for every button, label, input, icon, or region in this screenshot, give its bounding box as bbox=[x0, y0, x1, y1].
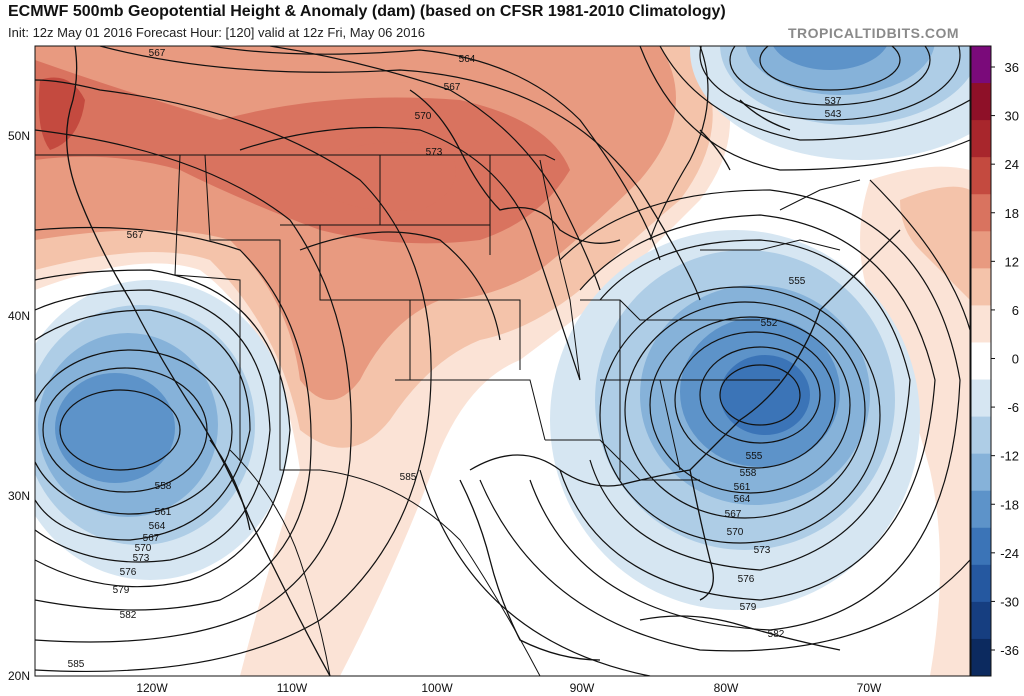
colorbar-frame bbox=[970, 45, 992, 677]
colorbar-tick-label: 18 bbox=[1005, 206, 1019, 221]
contour-label: 579 bbox=[740, 602, 757, 613]
contour-label: 570 bbox=[415, 111, 432, 122]
contour-label: 567 bbox=[444, 82, 461, 93]
map-frame bbox=[34, 45, 971, 677]
colorbar-segment bbox=[971, 453, 991, 492]
colorbar-tick-label: -36 bbox=[1000, 643, 1019, 658]
contour-label: 537 bbox=[825, 96, 842, 107]
colorbar-segment bbox=[971, 120, 991, 158]
contour-label: 573 bbox=[754, 545, 771, 556]
chart-subtitle: Init: 12z May 01 2016 Forecast Hour: [12… bbox=[8, 25, 425, 40]
contour-label: 564 bbox=[459, 54, 476, 65]
colorbar-segment bbox=[971, 527, 991, 566]
state-boundaries bbox=[35, 154, 861, 676]
lon-label: 120W bbox=[136, 681, 168, 695]
watermark: TROPICALTIDBITS.COM bbox=[788, 25, 960, 41]
colorbar-segment bbox=[971, 305, 991, 343]
contour-label: 567 bbox=[143, 533, 160, 544]
contour-label: 558 bbox=[155, 481, 172, 492]
contour-label: 576 bbox=[120, 567, 137, 578]
colorbar-segment bbox=[971, 83, 991, 121]
contour-label: 561 bbox=[734, 482, 751, 493]
contour-label: 567 bbox=[149, 48, 166, 59]
colorbar-tick-label: 30 bbox=[1005, 109, 1019, 124]
colorbar-tick-label: 36 bbox=[1005, 60, 1019, 75]
lon-label: 90W bbox=[570, 681, 595, 695]
colorbar-segment bbox=[971, 564, 991, 603]
contour-label: 561 bbox=[155, 507, 172, 518]
lat-label: 20N bbox=[8, 669, 30, 683]
contour-label: 585 bbox=[68, 659, 85, 670]
contour-label: 582 bbox=[120, 610, 137, 621]
colorbar-segment bbox=[971, 490, 991, 529]
colorbar-tick-label: -6 bbox=[1007, 400, 1019, 415]
contour-label: 579 bbox=[113, 585, 130, 596]
colorbar-segment bbox=[971, 638, 991, 677]
contour-label: 582 bbox=[768, 629, 785, 640]
colorbar-segment bbox=[971, 157, 991, 195]
lat-label: 40N bbox=[8, 309, 30, 323]
colorbar-segment bbox=[971, 268, 991, 306]
lat-label: 30N bbox=[8, 489, 30, 503]
contour-label: 564 bbox=[734, 494, 751, 505]
colorbar-tick-label: -18 bbox=[1000, 497, 1019, 512]
colorbar-tick-label: 0 bbox=[1012, 352, 1019, 367]
height-contours bbox=[35, 46, 970, 676]
colorbar-segment bbox=[971, 379, 991, 418]
contour-label: 585 bbox=[400, 472, 417, 483]
colorbar-segment bbox=[971, 231, 991, 269]
contour-label: 573 bbox=[133, 553, 150, 564]
latitude-labels: 50N 40N 30N 20N bbox=[8, 129, 30, 683]
colorbar-segment bbox=[971, 194, 991, 232]
contour-label: 564 bbox=[149, 521, 166, 532]
colorbar-segment bbox=[971, 416, 991, 455]
longitude-labels: 120W 110W 100W 90W 80W 70W bbox=[136, 681, 882, 695]
colorbar: 36 30 24 18 12 6 0 -6 -12 -18 -24 -30 -36 bbox=[970, 45, 1019, 677]
coastlines bbox=[66, 46, 901, 676]
contour-label: 576 bbox=[738, 574, 755, 585]
colorbar-tick-label: 6 bbox=[1012, 303, 1019, 318]
lat-label: 50N bbox=[8, 129, 30, 143]
colorbar-segment bbox=[971, 601, 991, 640]
contour-label: 573 bbox=[426, 147, 443, 158]
contour-label: 570 bbox=[727, 527, 744, 538]
colorbar-tick-label: -12 bbox=[1000, 449, 1019, 464]
contour-label: 552 bbox=[761, 318, 778, 329]
contour-label: 555 bbox=[789, 276, 806, 287]
chart-title: ECMWF 500mb Geopotential Height & Anomal… bbox=[8, 3, 726, 20]
lon-label: 70W bbox=[857, 681, 882, 695]
contour-label: 555 bbox=[746, 451, 763, 462]
contour-label: 567 bbox=[725, 509, 742, 520]
colorbar-tick-label: 24 bbox=[1005, 157, 1019, 172]
lon-label: 100W bbox=[421, 681, 453, 695]
colorbar-tick-label: -30 bbox=[1000, 594, 1019, 609]
lon-label: 80W bbox=[714, 681, 739, 695]
colorbar-tick-label: -24 bbox=[1000, 546, 1019, 561]
colorbar-tick-label: 12 bbox=[1005, 254, 1019, 269]
contour-label: 570 bbox=[135, 543, 152, 554]
colorbar-segment bbox=[971, 46, 991, 84]
contour-label: 567 bbox=[127, 230, 144, 241]
colorbar-segment bbox=[971, 342, 991, 381]
contour-label: 558 bbox=[740, 468, 757, 479]
contour-label: 543 bbox=[825, 109, 842, 120]
lon-label: 110W bbox=[277, 681, 308, 695]
contour-labels: 5675645675705735675375435555525555585615… bbox=[68, 48, 842, 670]
